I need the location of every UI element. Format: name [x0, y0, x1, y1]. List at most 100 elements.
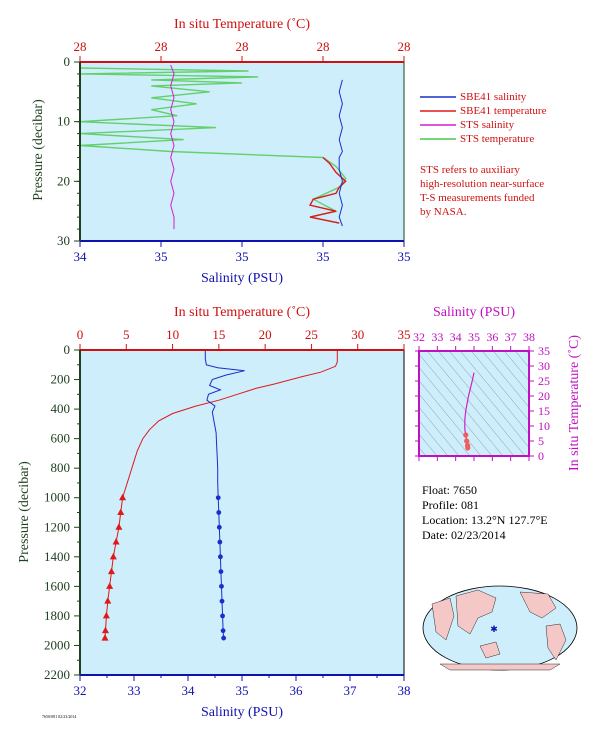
world-map: ✱ — [422, 585, 578, 671]
density-contour — [419, 406, 460, 456]
temperature-marker — [112, 538, 120, 545]
temperature-marker — [109, 552, 117, 560]
salinity-marker — [218, 554, 223, 560]
full-profile-x-tick-label: 38 — [398, 683, 411, 698]
density-contour — [503, 351, 529, 382]
salinity-marker — [220, 613, 225, 619]
temperature-marker — [115, 523, 123, 530]
full-profile-top-tick-label: 10 — [166, 327, 179, 342]
near-surface-top-axis-title: In situ Temperature (˚C) — [174, 17, 310, 32]
density-contour — [419, 353, 504, 456]
ts-right-tick-label: 30 — [538, 359, 550, 373]
full-profile-y-tick-label: 400 — [51, 401, 71, 416]
full-profile-y-tick-label: 1800 — [44, 608, 70, 623]
ts-y-axis-title: In situ Temperature (˚C) — [567, 335, 582, 471]
near-surface-x-tick-label: 35 — [236, 249, 249, 264]
full-profile-top-tick-label: 25 — [305, 327, 318, 342]
near-surface-plot-area — [80, 62, 404, 241]
series-salinity — [204, 350, 245, 639]
near-surface-y-tick-label: 20 — [57, 173, 70, 188]
temperature-marker — [117, 508, 125, 515]
ts-top-tick-label: 32 — [413, 330, 425, 344]
temperature-marker — [119, 493, 127, 501]
salinity-marker — [217, 539, 223, 545]
series-temperature — [104, 350, 338, 639]
ts-plot-area — [419, 351, 529, 456]
full-profile-top-tick-label: 30 — [351, 327, 364, 342]
full-profile-x-tick-label: 36 — [290, 683, 304, 698]
temperature-marker — [106, 582, 114, 589]
ts-top-axis-title: Salinity (PSU) — [433, 305, 515, 320]
full-profile-y-tick-label: 600 — [51, 431, 71, 446]
temperature-marker — [107, 567, 115, 575]
ts-deep-marker — [464, 438, 470, 444]
density-contour — [514, 351, 529, 368]
full-profile-top-axis-title: In situ Temperature (˚C) — [174, 305, 310, 320]
salinity-marker — [215, 495, 221, 501]
salinity-marker — [216, 510, 222, 515]
density-contour — [419, 380, 482, 456]
full-profile-panel: 0 5 10 15 20 25 30 35 32 33 34 35 36 37 38 0 200 400 600 80… — [17, 305, 411, 720]
legend-label-sts-salinity: STS salinity — [460, 119, 515, 131]
near-surface-x-tick-label: 35 — [317, 249, 330, 264]
density-contour — [419, 393, 471, 456]
full-profile-y-tick-label: 1400 — [44, 549, 70, 564]
ts-right-tick-label: 5 — [538, 434, 544, 448]
ts-right-tick-label: 25 — [538, 374, 550, 388]
density-contour — [448, 351, 529, 448]
salinity-marker — [221, 635, 227, 641]
near-surface-x-tick-label: 34 — [74, 249, 88, 264]
ts-top-tick-label: 38 — [523, 330, 535, 344]
ts-top-tick-label: 34 — [450, 330, 462, 344]
temperature-marker — [102, 611, 110, 619]
ts-top-tick-label: 35 — [468, 330, 480, 344]
near-surface-y-tick-label: 0 — [64, 54, 71, 69]
series-sbe41-salinity — [338, 79, 343, 227]
full-profile-top-tick-label: 35 — [398, 327, 411, 342]
ts-deep-marker — [465, 445, 471, 451]
salinity-marker — [219, 598, 225, 604]
full-profile-y-tick-label: 2000 — [44, 637, 70, 652]
near-surface-top-tick-label: 28 — [317, 39, 330, 54]
ts-top-tick-label: 33 — [431, 330, 443, 344]
full-profile-x-tick-label: 33 — [128, 683, 141, 698]
full-profile-x-tick-label: 32 — [74, 683, 87, 698]
ts-right-tick-label: 15 — [538, 404, 550, 418]
near-surface-x-tick-label: 35 — [155, 249, 168, 264]
map-land-africa — [431, 597, 455, 641]
near-surface-y-tick-label: 30 — [57, 233, 70, 248]
density-contour — [426, 351, 515, 456]
near-surface-panel: 28 28 28 28 28 34 35 35 35 35 0 10 20 30 In situ Temp… — [31, 17, 411, 286]
legend-label-sbe41-salinity: SBE41 salinity — [460, 91, 527, 103]
profile-number: Profile: 081 — [422, 498, 479, 512]
near-surface-top-tick-label: 28 — [236, 39, 249, 54]
density-contour — [419, 420, 449, 456]
ts-deep-marker — [463, 432, 469, 438]
near-surface-y-axis-title: Pressure (decibar) — [31, 99, 46, 201]
near-surface-top-tick-label: 28 — [155, 39, 168, 54]
full-profile-x-tick-label: 37 — [344, 683, 358, 698]
full-profile-top-tick-label: 20 — [259, 327, 272, 342]
full-profile-x-axis-title: Salinity (PSU) — [201, 705, 283, 720]
note-line-2: high-resolution near-surface — [420, 178, 544, 190]
legend-label-sbe41-temperature: SBE41 temperature — [460, 105, 547, 117]
note-line-4: by NASA. — [420, 206, 467, 218]
temperature-marker — [104, 597, 112, 604]
map-land-antarctica — [439, 663, 561, 671]
density-contours — [419, 351, 529, 456]
temperature-marker — [101, 626, 109, 634]
full-profile-top-tick-label: 5 — [123, 327, 130, 342]
ts-right-tick-label: 20 — [538, 389, 550, 403]
salinity-marker — [220, 628, 226, 634]
salinity-marker — [216, 524, 222, 530]
full-profile-y-tick-label: 800 — [51, 460, 71, 475]
full-profile-y-tick-label: 2200 — [44, 667, 70, 682]
full-profile-x-tick-label: 34 — [182, 683, 196, 698]
full-profile-y-tick-label: 1600 — [44, 578, 70, 593]
salinity-marker — [219, 583, 224, 589]
float-location-marker: ✱ — [490, 624, 498, 634]
note-line-3: T-S measurements funded — [420, 192, 535, 204]
near-surface-y-tick-label: 10 — [57, 114, 70, 129]
